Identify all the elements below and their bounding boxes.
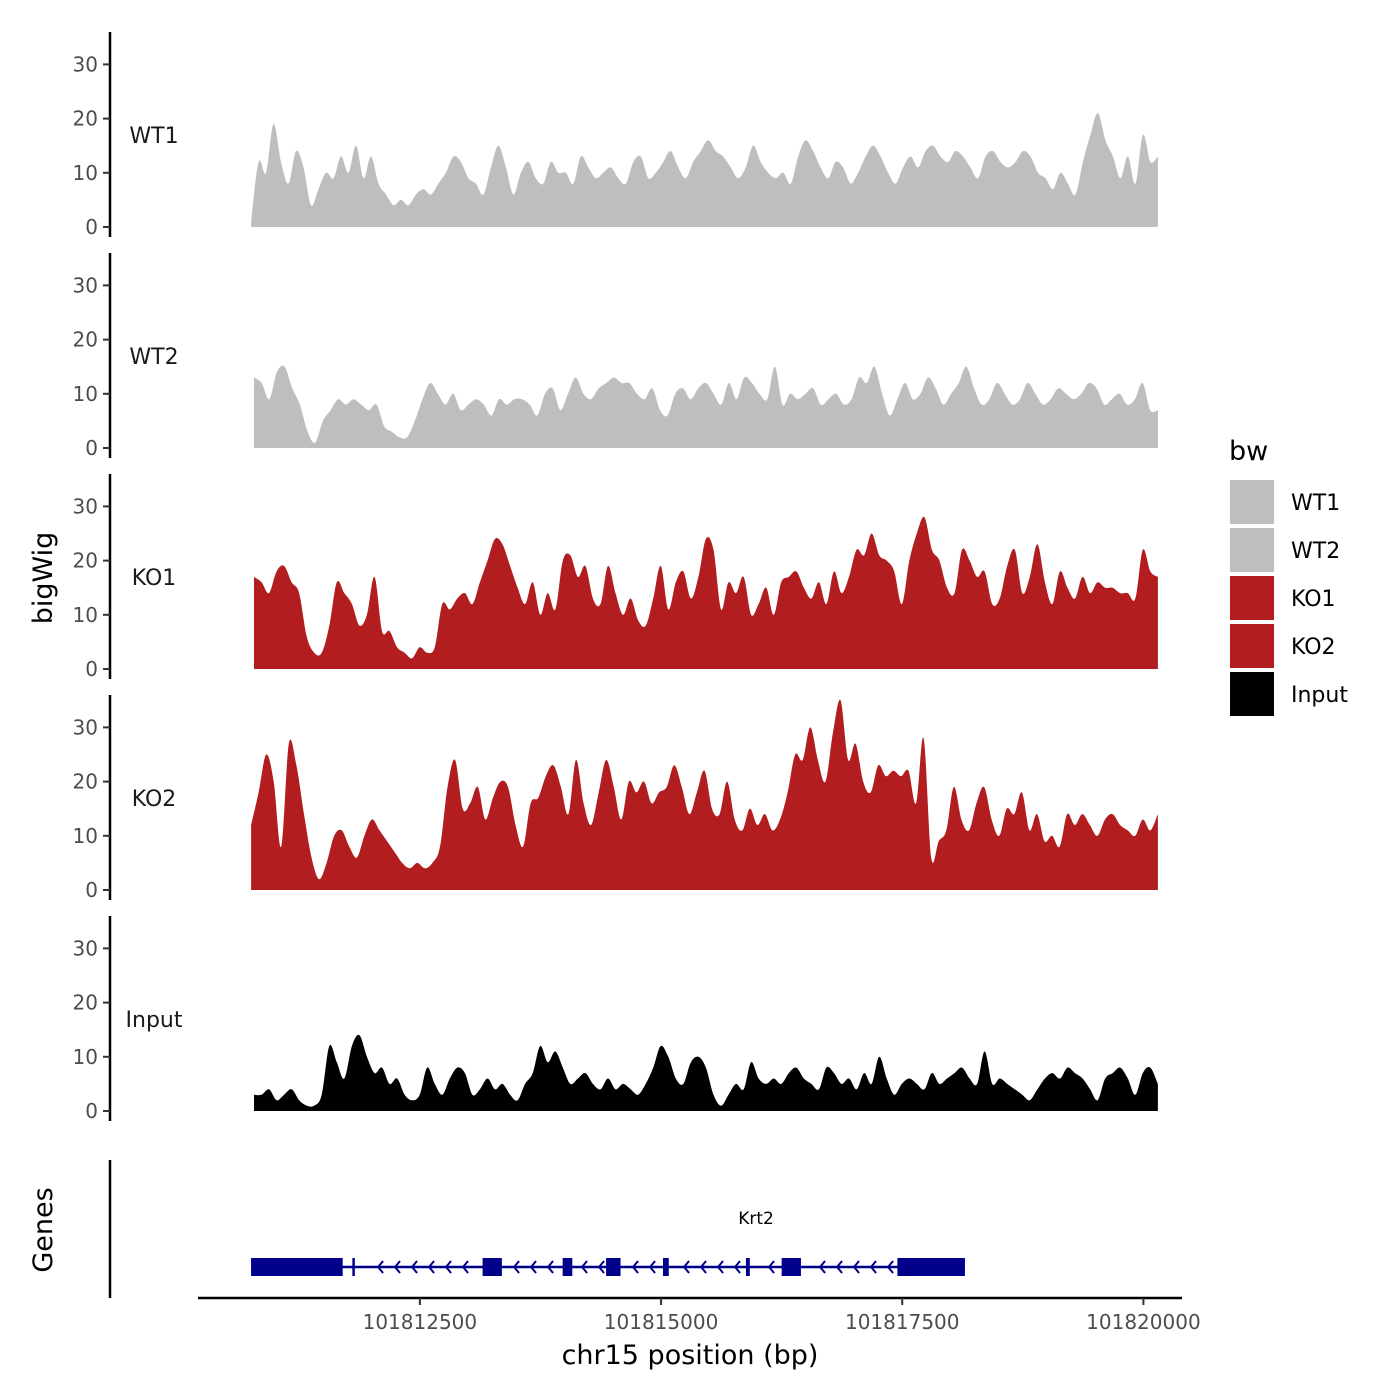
strand-arrow <box>648 1260 656 1274</box>
y-axis-title: bigWig <box>28 532 59 625</box>
y-tick-label-ko1-0: 0 <box>85 657 98 681</box>
gene-label-krt2: Krt2 <box>738 1209 774 1229</box>
strand-arrow <box>393 1260 401 1274</box>
strand-arrow <box>529 1260 537 1274</box>
strand-arrow <box>461 1260 469 1274</box>
legend-label-input: Input <box>1291 683 1348 708</box>
x-tick-label-101817500: 101817500 <box>845 1310 960 1334</box>
y-tick-label-wt1-30: 30 <box>73 52 98 76</box>
track-ko2: 0 10 20 30 KO2 <box>73 695 1158 902</box>
track-label-input: Input <box>126 1008 183 1033</box>
y-tick-label-wt2-10: 10 <box>73 382 98 406</box>
y-tick-label-wt1-0: 0 <box>85 215 98 239</box>
area-wt1 <box>251 113 1158 227</box>
exon-6 <box>662 1258 669 1276</box>
track-wt2: 0 10 20 30 WT2 <box>73 253 1158 460</box>
y-tick-label-ko1-10: 10 <box>73 603 98 627</box>
exon-8 <box>781 1258 801 1276</box>
x-tick-label-101812500: 101812500 <box>363 1310 478 1334</box>
track-wt1: 0 10 20 30 WT1 <box>73 32 1158 239</box>
legend-label-ko1: KO1 <box>1291 587 1336 612</box>
strand-arrow <box>852 1260 860 1274</box>
strand-arrow <box>427 1260 435 1274</box>
track-label-wt2: WT2 <box>129 345 178 370</box>
legend-label-wt2: WT2 <box>1291 539 1340 564</box>
y-tick-label-input-0: 0 <box>85 1099 98 1123</box>
strand-arrow <box>682 1260 690 1274</box>
x-axis: 101812500 101815000 101817500 101820000 <box>198 1296 1201 1334</box>
y-tick-label-wt1-20: 20 <box>73 107 98 131</box>
track-label-wt1: WT1 <box>129 124 178 149</box>
strand-arrow <box>818 1260 826 1274</box>
track-input: 0 10 20 30 Input <box>73 916 1158 1123</box>
strand-arrow <box>886 1260 894 1274</box>
exon-7 <box>745 1258 750 1276</box>
legend-key-input <box>1230 672 1274 716</box>
signal-tracks: 0 10 20 30 WT1 0 10 20 30 WT2 0 10 20 30 KO1 0 10 20 30 KO2… <box>73 32 1158 1123</box>
y-tick-label-ko2-20: 20 <box>73 770 98 794</box>
exon-1 <box>251 1258 343 1276</box>
y-tick-label-wt2-20: 20 <box>73 328 98 352</box>
exon-4 <box>562 1258 573 1276</box>
strand-arrow <box>733 1260 741 1274</box>
legend-key-ko1 <box>1230 576 1274 620</box>
strand-arrow <box>716 1260 724 1274</box>
strand-arrow <box>512 1260 520 1274</box>
y-tick-label-ko1-30: 30 <box>73 494 98 518</box>
y-tick-label-ko2-30: 30 <box>73 715 98 739</box>
strand-arrow <box>631 1260 639 1274</box>
y-tick-label-input-30: 30 <box>73 936 98 960</box>
legend-label-ko2: KO2 <box>1291 635 1336 660</box>
exon-3 <box>482 1258 502 1276</box>
y-tick-label-ko1-20: 20 <box>73 549 98 573</box>
y-tick-label-wt2-0: 0 <box>85 436 98 460</box>
area-ko1 <box>254 516 1158 669</box>
y-tick-label-input-10: 10 <box>73 1045 98 1069</box>
strand-arrow <box>580 1260 588 1274</box>
area-input <box>254 1034 1158 1111</box>
y-tick-label-ko2-10: 10 <box>73 824 98 848</box>
y-tick-label-wt2-30: 30 <box>73 273 98 297</box>
x-tick-label-101815000: 101815000 <box>604 1310 719 1334</box>
exon-5 <box>606 1258 621 1276</box>
legend-key-wt2 <box>1230 528 1274 572</box>
exon-9 <box>897 1258 965 1276</box>
track-label-ko2: KO2 <box>132 787 177 812</box>
area-wt2 <box>254 365 1158 448</box>
legend: bw WT1 WT2 KO1 KO2 Input <box>1229 436 1348 716</box>
gene-krt2: Krt2 <box>251 1209 965 1276</box>
legend-title: bw <box>1229 436 1268 467</box>
track-label-ko1: KO1 <box>132 566 177 591</box>
y-tick-label-wt1-10: 10 <box>73 161 98 185</box>
strand-arrow <box>699 1260 707 1274</box>
strand-arrow <box>410 1260 418 1274</box>
strand-arrow <box>444 1260 452 1274</box>
x-tick-label-101820000: 101820000 <box>1086 1310 1201 1334</box>
strand-arrow <box>546 1260 554 1274</box>
genes-panel: Krt2 <box>108 1160 965 1298</box>
genes-axis-title: Genes <box>28 1187 59 1272</box>
strand-arrow <box>767 1260 775 1274</box>
area-ko2 <box>251 699 1158 890</box>
track-ko1: 0 10 20 30 KO1 <box>73 474 1158 681</box>
strand-arrow <box>835 1260 843 1274</box>
x-axis-title: chr15 position (bp) <box>562 1340 819 1371</box>
legend-label-wt1: WT1 <box>1291 491 1340 516</box>
y-tick-label-input-20: 20 <box>73 991 98 1015</box>
strand-arrow <box>869 1260 877 1274</box>
y-tick-label-ko2-0: 0 <box>85 878 98 902</box>
legend-key-ko2 <box>1230 624 1274 668</box>
legend-key-wt1 <box>1230 480 1274 524</box>
strand-arrow <box>597 1260 605 1274</box>
strand-arrow <box>376 1260 384 1274</box>
exon-2 <box>352 1258 355 1276</box>
